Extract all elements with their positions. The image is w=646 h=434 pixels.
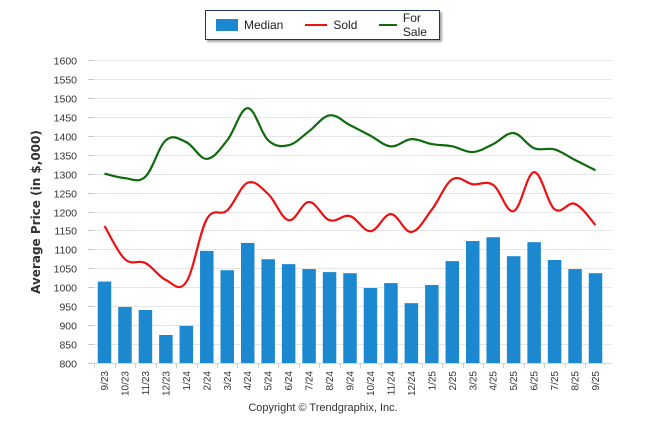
median-bar[interactable] [220,270,235,363]
x-tick-label: 11/23 [141,371,152,396]
x-tick-label: 7/24 [305,371,316,391]
median-bar[interactable] [240,242,255,363]
x-tick-label: 3/24 [223,371,234,391]
gridlines [94,60,612,364]
median-bar[interactable] [384,283,398,363]
sold-line[interactable] [103,171,597,289]
median-bar[interactable] [445,261,460,363]
median-bar[interactable] [118,306,132,363]
copyright-text: Copyright © Trendgraphix, Inc. [248,402,398,414]
x-tick-label: 2/25 [448,371,459,391]
median-bar[interactable] [322,272,337,363]
x-tick-label: 5/25 [509,371,520,391]
x-tick-label: 8/25 [571,371,582,391]
x-tick-label: 9/25 [591,371,602,391]
y-tick-label: 1450 [54,113,78,125]
x-tick-label: 8/24 [325,371,336,391]
y-axis-ticks: 800 850 900 950 1000 1050 1100 1150 1200 1250 1300… [54,56,94,371]
median-bar[interactable] [547,259,562,363]
median-bar[interactable] [466,241,480,363]
legend-item-for-sale[interactable]: For Sale [379,11,439,39]
legend-label-sold: Sold [333,18,358,32]
y-tick-label: 800 [59,359,77,371]
x-tick-label: 9/23 [100,371,111,391]
x-tick-label: 2/24 [202,371,213,391]
y-tick-label: 1250 [54,189,78,201]
for-sale-line[interactable] [104,107,596,182]
median-bar[interactable] [404,303,419,363]
x-tick-label: 1/25 [427,371,438,391]
median-bar[interactable] [486,237,500,363]
y-tick-label: 1200 [54,208,78,220]
median-bar[interactable] [261,259,275,363]
median-bar[interactable] [302,269,316,363]
x-tick-label: 6/25 [530,371,541,391]
x-tick-label: 1/24 [182,371,193,391]
median-bar[interactable] [425,284,439,363]
median-bar[interactable] [138,309,153,363]
x-tick-label: 9/24 [346,371,357,391]
median-swatch-icon [216,19,238,31]
median-bar[interactable] [281,264,296,363]
median-bar[interactable] [179,325,194,363]
median-bar[interactable] [363,288,378,363]
x-tick-label: 6/24 [284,371,295,391]
sold-swatch-icon [305,24,328,26]
x-tick-label: 12/24 [407,371,418,396]
x-tick-label: 4/24 [243,371,254,391]
y-tick-label: 1100 [54,245,77,257]
median-bar[interactable] [527,242,541,363]
y-tick-label: 950 [59,302,77,314]
y-axis-label: Average Price (in $,000) [29,130,43,294]
x-tick-label: 10/23 [120,371,131,396]
x-tick-label: 3/25 [468,371,479,391]
y-tick-label: 1050 [54,264,78,276]
median-bar[interactable] [343,273,357,363]
median-bar[interactable] [588,273,603,363]
trend-lines [103,107,597,289]
y-tick-label: 1500 [54,94,78,106]
x-axis-ticks: 9/23 10/23 11/23 12/23 1/24 2/24 3/24 4/24 5/24 6… [94,363,612,396]
y-tick-label: 1150 [54,226,77,238]
x-tick-label: 5/24 [264,371,275,391]
y-tick-label: 1000 [54,283,78,295]
x-tick-label: 10/24 [366,371,377,396]
y-tick-label: 1400 [54,132,78,144]
legend-item-sold[interactable]: Sold [305,18,357,32]
x-tick-label: 11/24 [386,371,397,396]
x-tick-label: 4/25 [489,371,500,391]
legend: Median Sold For Sale [205,10,440,40]
y-tick-label: 900 [59,321,77,333]
legend-label-for-sale: For Sale [402,11,427,39]
y-tick-label: 1550 [54,75,78,87]
median-bar[interactable] [200,250,214,363]
y-tick-label: 1350 [54,151,78,163]
y-tick-label: 850 [59,340,77,352]
median-bar[interactable] [159,334,173,363]
legend-item-median[interactable]: Median [216,18,283,32]
median-bar[interactable] [568,269,582,363]
for-sale-swatch-icon [379,24,397,26]
y-tick-label: 1600 [54,56,78,68]
legend-label-median: Median [244,18,284,32]
y-tick-label: 1300 [54,170,78,182]
median-bar[interactable] [97,281,112,363]
median-bar[interactable] [506,256,521,363]
x-tick-label: 12/23 [161,371,172,396]
x-tick-label: 7/25 [550,371,561,391]
median-bars [97,237,603,363]
